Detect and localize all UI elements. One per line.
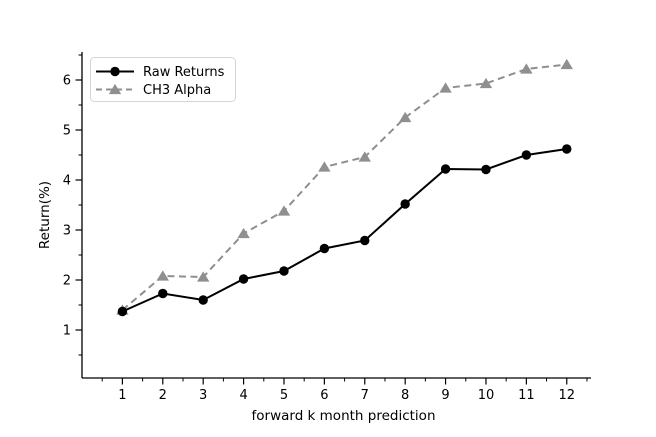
series-line (121, 148, 567, 313)
data-point-triangle (398, 111, 412, 123)
data-point-triangle (560, 58, 573, 70)
x-tick-label: 1 (118, 388, 126, 403)
x-tick-label: 12 (558, 388, 575, 403)
data-point-triangle (439, 82, 452, 93)
data-point-circle (481, 164, 491, 175)
x-tick-label: 11 (518, 388, 535, 403)
data-point-circle (440, 164, 451, 174)
legend (90, 57, 236, 102)
x-tick-label: 9 (441, 388, 449, 403)
y-tick-label: 2 (63, 274, 71, 289)
legend-label: Raw Returns (143, 65, 225, 80)
y-axis-label: Return(%) (37, 181, 53, 249)
data-point-triangle (479, 77, 493, 89)
data-point-circle (238, 274, 249, 284)
x-tick-label: 3 (199, 388, 207, 403)
data-point-circle (562, 144, 572, 154)
y-tick-label: 4 (63, 174, 71, 189)
legend-entry (96, 83, 134, 95)
y-tick-label: 1 (63, 324, 71, 339)
y-tick-label: 3 (63, 224, 71, 239)
data-point-triangle (358, 151, 371, 162)
x-tick-label: 7 (361, 388, 369, 403)
legend-entry (96, 66, 134, 77)
data-point-triangle (196, 271, 210, 282)
x-tick-label: 2 (159, 388, 167, 403)
y-tick-label: 5 (63, 124, 71, 139)
data-point-circle (400, 199, 410, 209)
data-point-circle (360, 235, 370, 246)
legend-marker-triangle (108, 83, 122, 95)
y-tick-label: 6 (63, 74, 71, 89)
x-tick-label: 4 (239, 388, 247, 403)
data-point-circle (521, 150, 532, 160)
legend-marker-circle (110, 66, 120, 77)
data-point-circle (117, 306, 128, 317)
series-line (121, 63, 567, 311)
data-point-triangle (318, 161, 331, 172)
data-point-circle (158, 288, 168, 299)
x-axis-label: forward k month prediction (252, 408, 436, 424)
x-tick-label: 8 (401, 388, 409, 403)
data-point-triangle (277, 205, 291, 216)
data-point-circle (319, 243, 330, 254)
data-point-triangle (520, 63, 533, 74)
data-point-triangle (237, 227, 250, 239)
x-tick-label: 10 (478, 388, 495, 403)
x-tick-label: 5 (280, 388, 288, 403)
data-point-circle (198, 295, 208, 305)
data-point-triangle (156, 270, 169, 281)
legend-label: CH3 Alpha (143, 83, 211, 98)
series-raw-returns (117, 144, 572, 317)
x-tick-label: 6 (320, 388, 328, 403)
data-point-circle (279, 266, 289, 276)
